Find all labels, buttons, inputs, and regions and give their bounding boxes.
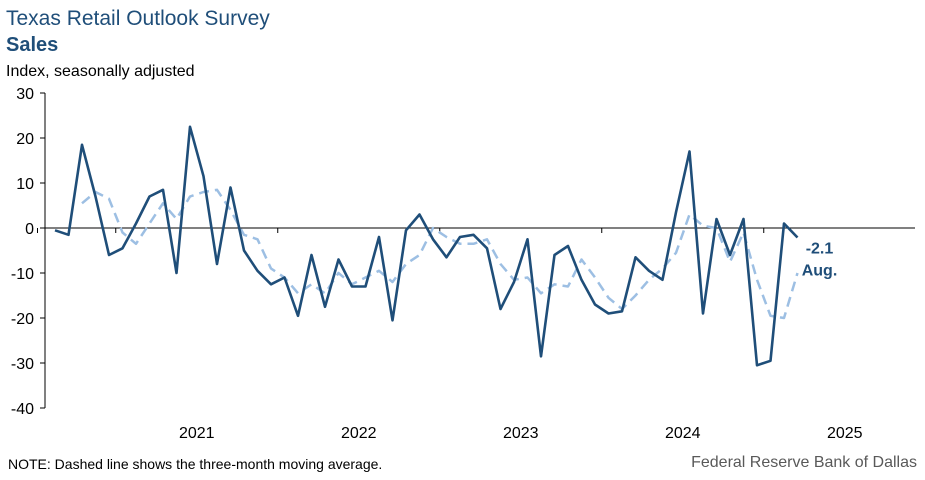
y-tick-label: 0 xyxy=(25,221,34,238)
sales-line xyxy=(54,125,799,367)
y-tick-label: 10 xyxy=(16,176,34,193)
end-labels: -2.1 Aug. xyxy=(802,240,838,279)
footnote: NOTE: Dashed line shows the three-month … xyxy=(8,456,383,472)
chart-subtitle: Sales xyxy=(6,34,59,56)
latest-month-label: Aug. xyxy=(802,262,838,279)
x-tick-label: 2024 xyxy=(665,425,701,442)
x-axis: 2021 2022 2023 2024 2025 xyxy=(37,227,915,442)
y-axis: 30 20 10 0 -10 -20 -30 -40 xyxy=(11,86,46,418)
y-tick-label: -20 xyxy=(11,311,34,328)
source-credit: Federal Reserve Bank of Dallas xyxy=(691,454,917,471)
y-tick-label: -10 xyxy=(11,266,34,283)
y-axis-label: Index, seasonally adjusted xyxy=(6,63,195,80)
moving-average-line xyxy=(81,188,799,320)
y-tick-label: -30 xyxy=(11,356,34,373)
x-tick-label: 2021 xyxy=(179,425,215,442)
y-tick-label: -40 xyxy=(11,401,34,418)
y-tick-label: 30 xyxy=(16,86,34,103)
latest-value-label: -2.1 xyxy=(806,240,834,257)
x-tick-label: 2025 xyxy=(827,425,863,442)
chart-plot-area xyxy=(54,125,799,367)
x-tick-label: 2022 xyxy=(341,425,377,442)
y-tick-label: 20 xyxy=(16,131,34,148)
chart-title: Texas Retail Outlook Survey xyxy=(6,7,270,30)
x-tick-label: 2023 xyxy=(503,425,539,442)
